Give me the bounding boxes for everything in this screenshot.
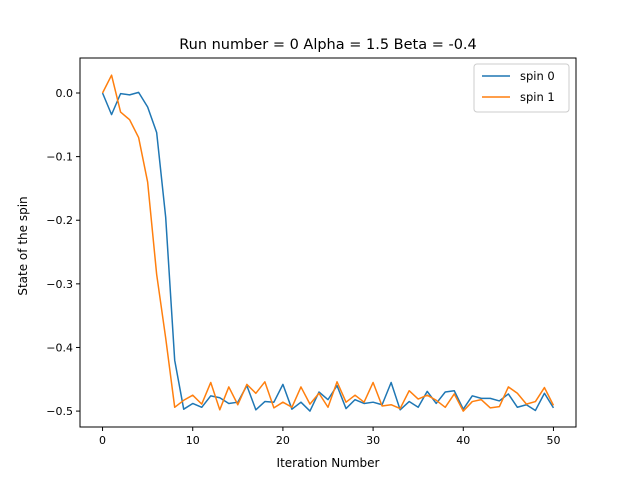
y-tick-label: −0.1 <box>46 151 73 164</box>
y-tick-label: −0.5 <box>46 405 73 418</box>
y-tick-label: −0.3 <box>46 278 73 291</box>
y-tick-label: 0.0 <box>56 87 74 100</box>
legend-label-spin-0: spin 0 <box>520 69 555 83</box>
x-tick-label: 30 <box>366 434 380 447</box>
y-axis-label: State of the spin <box>16 196 30 295</box>
series-line-spin-0 <box>101 91 555 412</box>
x-tick-label: 40 <box>456 434 470 447</box>
y-axis: 0.0 −0.1 −0.2 −0.3 −0.4 −0.5 <box>46 87 80 418</box>
legend: spin 0 spin 1 <box>473 63 570 113</box>
legend-label-spin-1: spin 1 <box>520 90 555 104</box>
chart-title: Run number = 0 Alpha = 1.5 Beta = -0.4 <box>179 37 477 53</box>
y-tick-label: −0.2 <box>46 214 73 227</box>
x-axis: 0 10 20 30 40 50 <box>99 427 560 447</box>
y-tick-label: −0.4 <box>46 341 73 354</box>
x-tick-label: 50 <box>546 434 560 447</box>
plot-frame <box>79 57 577 428</box>
x-axis-label: Iteration Number <box>277 456 380 470</box>
x-tick-label: 0 <box>99 434 106 447</box>
x-tick-label: 20 <box>276 434 290 447</box>
plot-series <box>101 74 555 412</box>
x-tick-label: 10 <box>186 434 200 447</box>
series-line-spin-1 <box>101 74 555 412</box>
